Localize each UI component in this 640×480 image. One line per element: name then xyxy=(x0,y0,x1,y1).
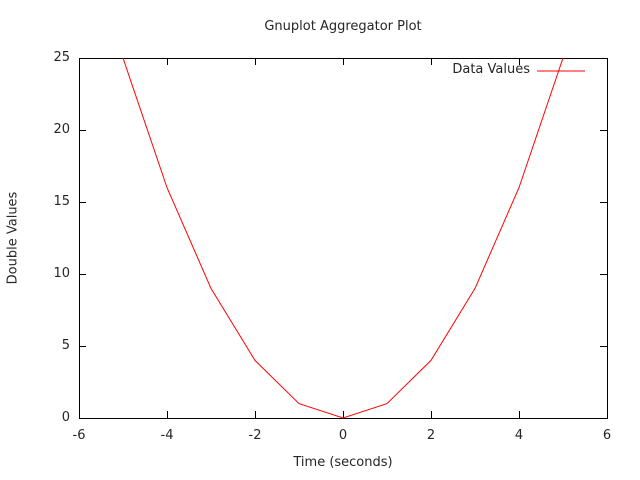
x-tick-label: 6 xyxy=(602,428,612,443)
y-tick-label: 15 xyxy=(53,194,70,209)
legend-label: Data Values xyxy=(452,62,530,77)
y-tick-label: 10 xyxy=(53,266,70,281)
y-tick-label: 5 xyxy=(61,338,70,353)
x-tick-label: -4 xyxy=(160,428,174,443)
x-tick-label: 4 xyxy=(514,428,524,443)
plot-border xyxy=(79,58,608,419)
x-tick-label: -6 xyxy=(72,428,86,443)
x-tick-label: -2 xyxy=(248,428,262,443)
x-axis-label: Time (seconds) xyxy=(293,455,393,470)
x-tick-label: 2 xyxy=(426,428,436,443)
y-tick-label: 0 xyxy=(61,410,70,425)
y-tick-label: 25 xyxy=(53,50,70,65)
x-tick-label: 0 xyxy=(338,428,348,443)
y-tick-label: 20 xyxy=(53,122,70,137)
chart-title: Gnuplot Aggregator Plot xyxy=(264,19,422,34)
data-line xyxy=(122,57,564,419)
